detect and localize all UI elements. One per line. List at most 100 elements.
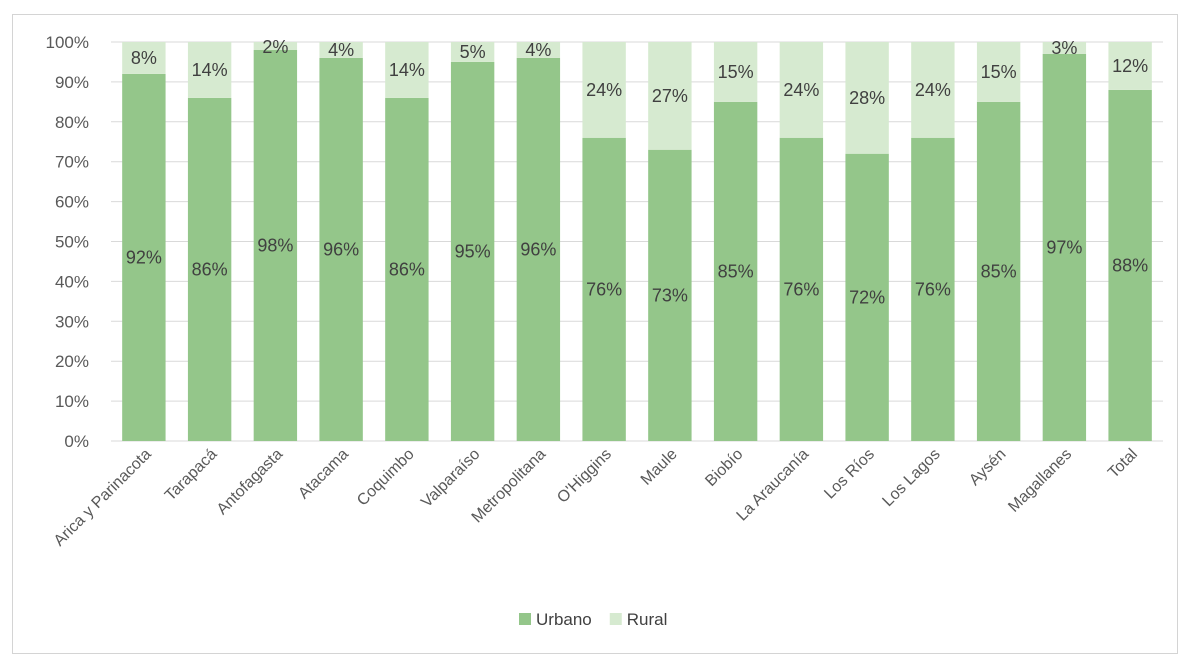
bar-rural (713, 42, 758, 102)
legend: Urbano Rural (519, 610, 667, 629)
x-tick-label: Magallanes (1005, 446, 1075, 516)
bar-rural (1108, 42, 1152, 90)
x-tick-label: Biobío (702, 446, 746, 490)
legend-swatch (609, 613, 622, 625)
bar-rural (648, 42, 692, 150)
bar-urbano (976, 101, 1021, 441)
data-label-urbano: 86% (192, 259, 228, 279)
bar-rural (385, 42, 429, 98)
x-tick-label: Aysén (966, 446, 1009, 489)
bar-urbano (911, 137, 955, 441)
bar-rural (582, 42, 626, 138)
y-tick-label: 70% (55, 153, 89, 172)
y-tick-label: 20% (55, 352, 89, 371)
bar-rural (976, 42, 1021, 102)
bar-urbano (253, 49, 298, 441)
bar-rural (319, 42, 363, 58)
y-tick-label: 40% (55, 272, 89, 291)
data-label-rural: 15% (981, 62, 1017, 82)
data-label-urbano: 96% (520, 239, 556, 259)
data-label-urbano: 73% (652, 285, 688, 305)
x-tick-label: Tarapacá (162, 446, 221, 505)
data-label-urbano: 92% (126, 247, 162, 267)
data-label-rural: 27% (652, 86, 688, 106)
bar-urbano (187, 97, 232, 442)
data-label-rural: 24% (783, 80, 819, 100)
bar-urbano (845, 153, 889, 441)
x-tick-label: O'Higgins (554, 446, 615, 507)
y-tick-label: 0% (64, 432, 89, 451)
data-label-urbano: 86% (389, 259, 425, 279)
data-label-rural: 14% (389, 60, 425, 80)
data-label-rural: 12% (1112, 56, 1148, 76)
bar-urbano (319, 57, 363, 442)
y-tick-label: 50% (55, 233, 89, 252)
data-label-urbano: 72% (849, 287, 885, 307)
legend-swatch (519, 613, 531, 625)
y-tick-label: 10% (55, 392, 89, 411)
bar-urbano (1108, 89, 1152, 441)
bar-rural (779, 42, 824, 138)
data-label-rural: 5% (460, 42, 486, 62)
data-label-rural: 28% (849, 88, 885, 108)
bar-rural (516, 42, 561, 58)
data-label-urbano: 88% (1112, 255, 1148, 275)
bar-urbano (1042, 53, 1087, 441)
data-label-urbano: 85% (718, 261, 754, 281)
stacked-bar-chart: 0% 10% 20% 30% 40% 50% 60% 70% 80% 90% 100% 92% 8% 8… (46, 33, 1163, 629)
data-label-rural: 24% (915, 80, 951, 100)
bar-urbano (385, 97, 429, 442)
bar-urbano (122, 73, 166, 442)
data-label-urbano: 76% (586, 279, 622, 299)
x-tick-label: Los Ríos (821, 446, 878, 503)
bar-rural (845, 42, 889, 154)
y-tick-label: 80% (55, 113, 89, 132)
x-tick-label: Valparaíso (418, 446, 483, 511)
data-label-urbano: 76% (915, 279, 951, 299)
legend-label: Urbano (536, 610, 592, 629)
bar-rural (911, 42, 955, 138)
chart-frame: 0% 10% 20% 30% 40% 50% 60% 70% 80% 90% 100% 92% 8% 8… (12, 14, 1178, 654)
bar-rural (187, 42, 232, 98)
bar-urbano (516, 57, 561, 442)
x-tick-label: Arica y Parinacota (51, 446, 155, 550)
data-label-rural: 4% (525, 40, 551, 60)
y-tick-label: 100% (46, 33, 89, 52)
data-label-urbano: 76% (783, 279, 819, 299)
data-label-urbano: 97% (1046, 237, 1082, 257)
data-label-urbano: 98% (257, 235, 293, 255)
data-label-urbano: 85% (981, 261, 1017, 281)
y-tick-label: 30% (55, 312, 89, 331)
x-tick-label: Total (1105, 446, 1141, 482)
bar-urbano (713, 101, 758, 441)
x-tick-label: Antofagasta (214, 446, 286, 518)
data-label-rural: 2% (262, 37, 288, 57)
data-labels: 92% 8% 86% 14% 98% 2% 96% 4% 86% 14% 95% 5% 96% 4% 76%… (126, 37, 1148, 307)
data-label-rural: 15% (718, 62, 754, 82)
data-label-rural: 24% (586, 80, 622, 100)
data-label-urbano: 96% (323, 239, 359, 259)
legend-label: Rural (627, 610, 668, 629)
y-tick-label: 60% (55, 193, 89, 212)
data-label-rural: 14% (192, 60, 228, 80)
bar-urbano (648, 149, 692, 442)
x-tick-label: Coquimbo (354, 446, 418, 510)
bar-urbano (450, 61, 495, 441)
data-label-rural: 4% (328, 40, 354, 60)
bars (122, 42, 1152, 442)
bar-rural (253, 42, 298, 50)
bar-rural (122, 42, 166, 74)
data-label-rural: 8% (131, 48, 157, 68)
y-axis-ticks: 0% 10% 20% 30% 40% 50% 60% 70% 80% 90% 100% (46, 33, 89, 451)
bar-rural (450, 42, 495, 62)
data-label-rural: 3% (1051, 38, 1077, 58)
x-tick-label: Los Lagos (879, 446, 943, 510)
bar-rural (1042, 42, 1087, 54)
bar-urbano (582, 137, 626, 441)
y-tick-label: 90% (55, 73, 89, 92)
bar-urbano (779, 137, 824, 441)
data-label-urbano: 95% (455, 241, 491, 261)
x-tick-label: Maule (638, 446, 681, 489)
x-tick-label: Atacama (295, 446, 352, 503)
